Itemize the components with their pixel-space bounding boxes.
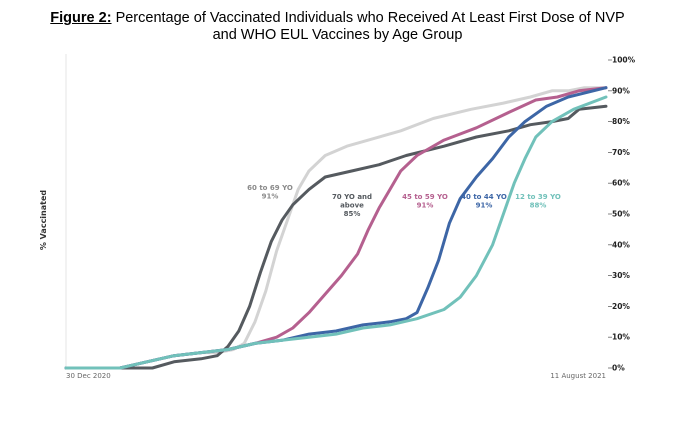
series-line-12-to-39-yo <box>64 95 608 370</box>
y-tick-label: 90% <box>612 86 630 95</box>
y-tick-label: 60% <box>612 179 630 188</box>
series-label-70-yo-and-above: above <box>340 202 364 210</box>
series-label-60-to-69-yo: 91% <box>262 193 279 201</box>
chart-title: Figure 2: Percentage of Vaccinated Indiv… <box>0 10 675 44</box>
series-line-45-to-59-yo <box>64 86 608 370</box>
series-line-60-to-69-yo <box>64 86 608 370</box>
x-tick-label: 11 August 2021 <box>550 372 606 380</box>
title-line-1: Figure 2: Percentage of Vaccinated Indiv… <box>0 10 675 27</box>
title-text-1: Percentage of Vaccinated Individuals who… <box>115 10 625 26</box>
x-tick-label: 30 Dec 2020 <box>66 372 111 380</box>
series-line-40-to-44-yo <box>64 86 608 370</box>
y-tick-label: 50% <box>612 210 630 219</box>
y-tick-label: 70% <box>612 148 630 157</box>
figure-label: Figure 2: <box>50 10 112 26</box>
y-tick-label: 80% <box>612 117 630 126</box>
series-label-70-yo-and-above: 70 YO and <box>332 193 372 201</box>
series-label-45-to-59-yo: 45 to 59 YO <box>402 193 448 201</box>
series-label-40-to-44-yo: 40 to 44 YO <box>461 193 507 201</box>
y-tick-label: 30% <box>612 271 630 280</box>
y-tick-label: 40% <box>612 240 630 249</box>
y-tick-label: 0% <box>612 364 625 373</box>
title-line-2: and WHO EUL Vaccines by Age Group <box>212 27 463 43</box>
y-tick-label: 100% <box>612 56 636 65</box>
series-label-45-to-59-yo: 91% <box>417 202 434 210</box>
series-label-60-to-69-yo: 60 to 69 YO <box>247 184 293 192</box>
y-tick-label: 10% <box>612 333 630 342</box>
y-tick-label: 20% <box>612 302 630 311</box>
y-axis-label: % Vaccinated <box>39 190 48 251</box>
series-label-70-yo-and-above: 85% <box>344 210 361 218</box>
series-label-40-to-44-yo: 91% <box>476 202 493 210</box>
series-label-12-to-39-yo: 12 to 39 YO <box>515 193 561 201</box>
series-line-70-yo-and-above <box>64 104 608 370</box>
series-label-12-to-39-yo: 88% <box>530 202 547 210</box>
